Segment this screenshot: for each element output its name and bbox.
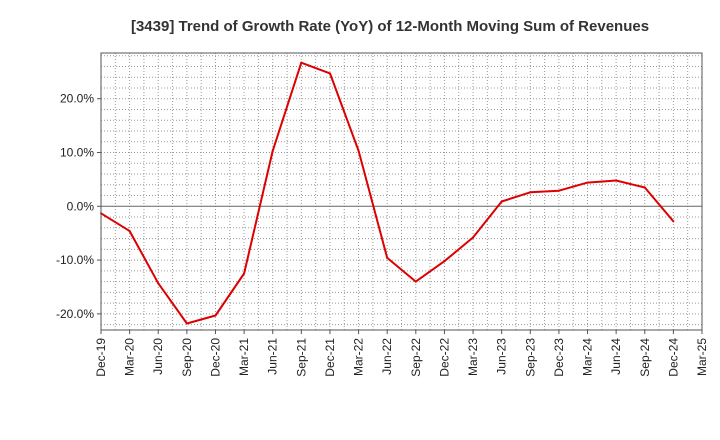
x-tick-label: Mar-22 xyxy=(352,338,366,376)
x-tick-label: Mar-23 xyxy=(466,338,480,376)
data-point xyxy=(214,314,217,317)
x-tick-label: Dec-23 xyxy=(552,338,566,377)
x-tick-label: Dec-20 xyxy=(208,338,222,377)
x-tick-label: Dec-21 xyxy=(323,338,337,377)
x-tick-label: Jun-24 xyxy=(609,338,623,375)
data-point xyxy=(185,322,188,325)
data-point xyxy=(386,256,389,259)
series-group xyxy=(100,61,675,325)
chart-title: [3439] Trend of Growth Rate (YoY) of 12-… xyxy=(131,18,649,35)
y-tick-label: 10.0% xyxy=(60,146,94,160)
x-tick-label: Sep-24 xyxy=(638,338,652,377)
x-tick-label: Sep-23 xyxy=(523,338,537,377)
x-tick-label: Sep-21 xyxy=(294,338,308,377)
y-tick-label: -20.0% xyxy=(56,307,94,321)
x-tick-label: Jun-20 xyxy=(151,338,165,375)
x-tick-label: Jun-23 xyxy=(495,338,509,375)
x-tick-label: Mar-20 xyxy=(123,338,137,376)
x-tick-label: Mar-24 xyxy=(581,338,595,376)
data-point xyxy=(672,220,675,223)
x-tick-label: Mar-21 xyxy=(237,338,251,376)
data-point xyxy=(529,191,532,194)
x-tick-label: Mar-25 xyxy=(695,338,709,376)
data-point xyxy=(328,72,331,75)
data-point xyxy=(443,260,446,263)
x-tick-label: Jun-22 xyxy=(380,338,394,375)
data-point xyxy=(586,181,589,184)
data-point xyxy=(300,61,303,64)
data-point xyxy=(243,272,246,275)
x-tick-label: Dec-19 xyxy=(94,338,108,377)
x-tick-label: Dec-22 xyxy=(437,338,451,377)
data-point xyxy=(414,280,417,283)
x-tick-label: Jun-21 xyxy=(266,338,280,375)
data-point xyxy=(128,230,131,233)
y-tick-label: -10.0% xyxy=(56,253,94,267)
plot-frame xyxy=(100,52,703,331)
data-point xyxy=(557,189,560,192)
x-tick-label: Sep-22 xyxy=(409,338,423,377)
y-tick-label: 0.0% xyxy=(67,199,95,213)
y-tick-label: 20.0% xyxy=(60,92,94,106)
x-tick-label: Dec-24 xyxy=(666,338,680,377)
x-tick-label: Sep-20 xyxy=(180,338,194,377)
data-point xyxy=(643,186,646,189)
data-point xyxy=(357,149,360,152)
data-point xyxy=(157,282,160,285)
data-point xyxy=(472,236,475,239)
y-axis: -20.0% -10.0% 0.0% 10.0% 20.0% xyxy=(56,92,101,321)
data-point xyxy=(500,200,503,203)
data-point xyxy=(271,149,274,152)
data-point xyxy=(615,179,618,182)
x-axis: Dec-19 Mar-20 Jun-20 Sep-20 Dec-20 Mar-21 Jun-… xyxy=(94,330,709,377)
